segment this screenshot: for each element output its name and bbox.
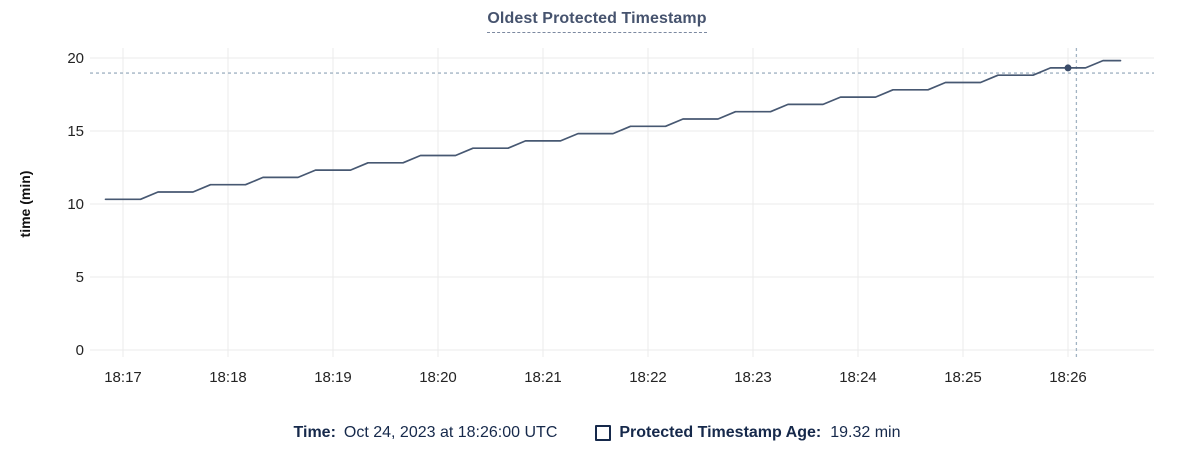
hover-point-dot bbox=[1064, 64, 1072, 72]
chart-plot-area[interactable]: 0 5 10 15 20 18:17 18:18 18:19 18:20 18:21 18:22 18… bbox=[0, 0, 1194, 405]
x-tick-label: 18:19 bbox=[314, 369, 352, 386]
x-tick-label: 18:26 bbox=[1049, 369, 1087, 386]
series-line bbox=[104, 59, 1122, 201]
y-tick-label: 0 bbox=[76, 342, 84, 359]
x-tick-label: 18:21 bbox=[524, 369, 562, 386]
x-tick-label: 18:23 bbox=[734, 369, 772, 386]
y-tick-label: 10 bbox=[67, 196, 84, 213]
legend-series-value: 19.32 min bbox=[830, 424, 901, 441]
legend-time-value: Oct 24, 2023 at 18:26:00 UTC bbox=[343, 424, 558, 441]
legend-series-label[interactable]: Protected Timestamp Age: bbox=[619, 424, 822, 441]
y-axis-label: time (min) bbox=[17, 171, 33, 238]
legend-time-label: Time: bbox=[293, 424, 336, 441]
chart-header: Oldest Protected Timestamp bbox=[0, 10, 1194, 33]
chart-title[interactable]: Oldest Protected Timestamp bbox=[487, 10, 707, 33]
y-tick-label: 15 bbox=[67, 123, 84, 140]
x-tick-label: 18:25 bbox=[944, 369, 982, 386]
x-tick-label: 18:18 bbox=[209, 369, 247, 386]
x-tick-label: 18:22 bbox=[629, 369, 667, 386]
y-tick-label: 5 bbox=[76, 269, 84, 286]
x-tick-label: 18:20 bbox=[419, 369, 457, 386]
series-swatch-checkbox[interactable] bbox=[595, 425, 612, 441]
x-tick-label: 18:17 bbox=[104, 369, 142, 386]
chart-legend: Time: Oct 24, 2023 at 18:26:00 UTC Prote… bbox=[0, 421, 1194, 445]
y-tick-label: 20 bbox=[67, 50, 84, 67]
x-tick-label: 18:24 bbox=[839, 369, 877, 386]
